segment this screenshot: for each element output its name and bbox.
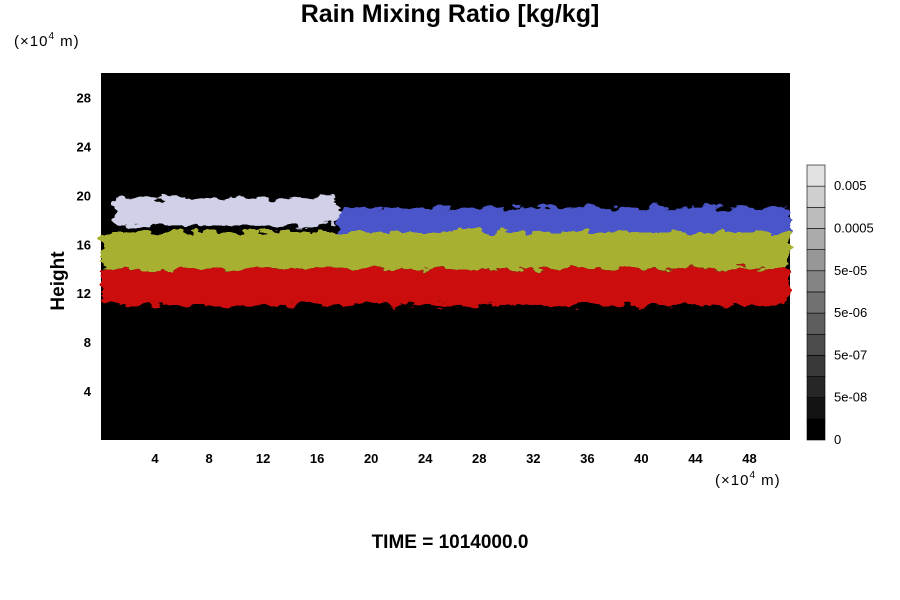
x-tick-label: 12 [256,451,270,466]
cloud-band-2 [337,207,790,239]
colorbar-level [806,418,826,441]
colorbar-tick-label: 0.0005 [834,220,874,235]
colorbar-tick-label: 0.005 [834,178,867,193]
colorbar-level [806,207,826,229]
x-tick-label: 16 [310,451,324,466]
colorbar-level [806,397,826,420]
colorbar-tick-label: 0 [834,432,841,447]
colorbar-tick-label: 5e-08 [834,390,867,405]
y-tick-label: 24 [77,139,92,154]
colorbar-level [806,249,826,272]
cloud-band-4 [101,268,790,306]
x-tick-label: 40 [634,451,648,466]
colorbar-level [806,185,826,208]
y-tick-label: 16 [77,237,91,252]
x-tick-label: 36 [580,451,594,466]
y-axis-ticks: 4 8 12 16 20 24 28 [77,90,92,399]
colorbar: 0 5e-08 5e-07 5e-06 5e-05 0.0005 0.005 [806,164,874,447]
time-label: TIME = 1014000.0 [371,532,529,553]
y-axis-unit: (×104 m) [14,31,80,50]
colorbar-level [806,376,826,398]
chart-title: Rain Mixing Ratio [kg/kg] [300,0,600,28]
cloud-band-1 [114,197,338,226]
x-tick-label: 4 [151,451,159,466]
cloud-field [101,197,790,306]
y-unit-suffix: m) [55,33,80,50]
cloud-band-3 [101,232,790,269]
x-axis-ticks: 4 8 12 16 20 24 28 32 36 40 44 48 [151,451,756,466]
colorbar-level [806,312,826,335]
x-tick-label: 8 [205,451,212,466]
colorbar-tick-label: 5e-06 [834,305,867,320]
x-unit-suffix: m) [756,472,781,489]
y-tick-label: 28 [77,90,91,105]
colorbar-tick-label: 5e-05 [834,263,867,278]
x-tick-label: 48 [742,451,756,466]
colorbar-level [806,333,826,356]
colorbar-level [806,228,826,250]
x-unit-exponent: 4 [749,470,757,481]
y-tick-label: 20 [77,188,91,203]
y-unit-exponent: 4 [48,31,56,42]
x-tick-label: 28 [472,451,486,466]
colorbar-level [806,355,826,377]
y-unit-prefix: (×10 [14,33,49,50]
colorbar-level [806,270,826,293]
x-tick-label: 44 [688,451,703,466]
colorbar-level [806,164,826,187]
y-tick-label: 4 [84,384,92,399]
x-tick-label: 20 [364,451,378,466]
x-axis-unit: (×104 m) [715,470,781,489]
y-tick-label: 12 [77,286,91,301]
colorbar-tick-label: 5e-07 [834,347,867,362]
y-tick-label: 8 [84,335,91,350]
x-tick-label: 32 [526,451,540,466]
colorbar-level [806,291,826,314]
x-tick-label: 24 [418,451,433,466]
x-unit-prefix: (×10 [715,472,750,489]
